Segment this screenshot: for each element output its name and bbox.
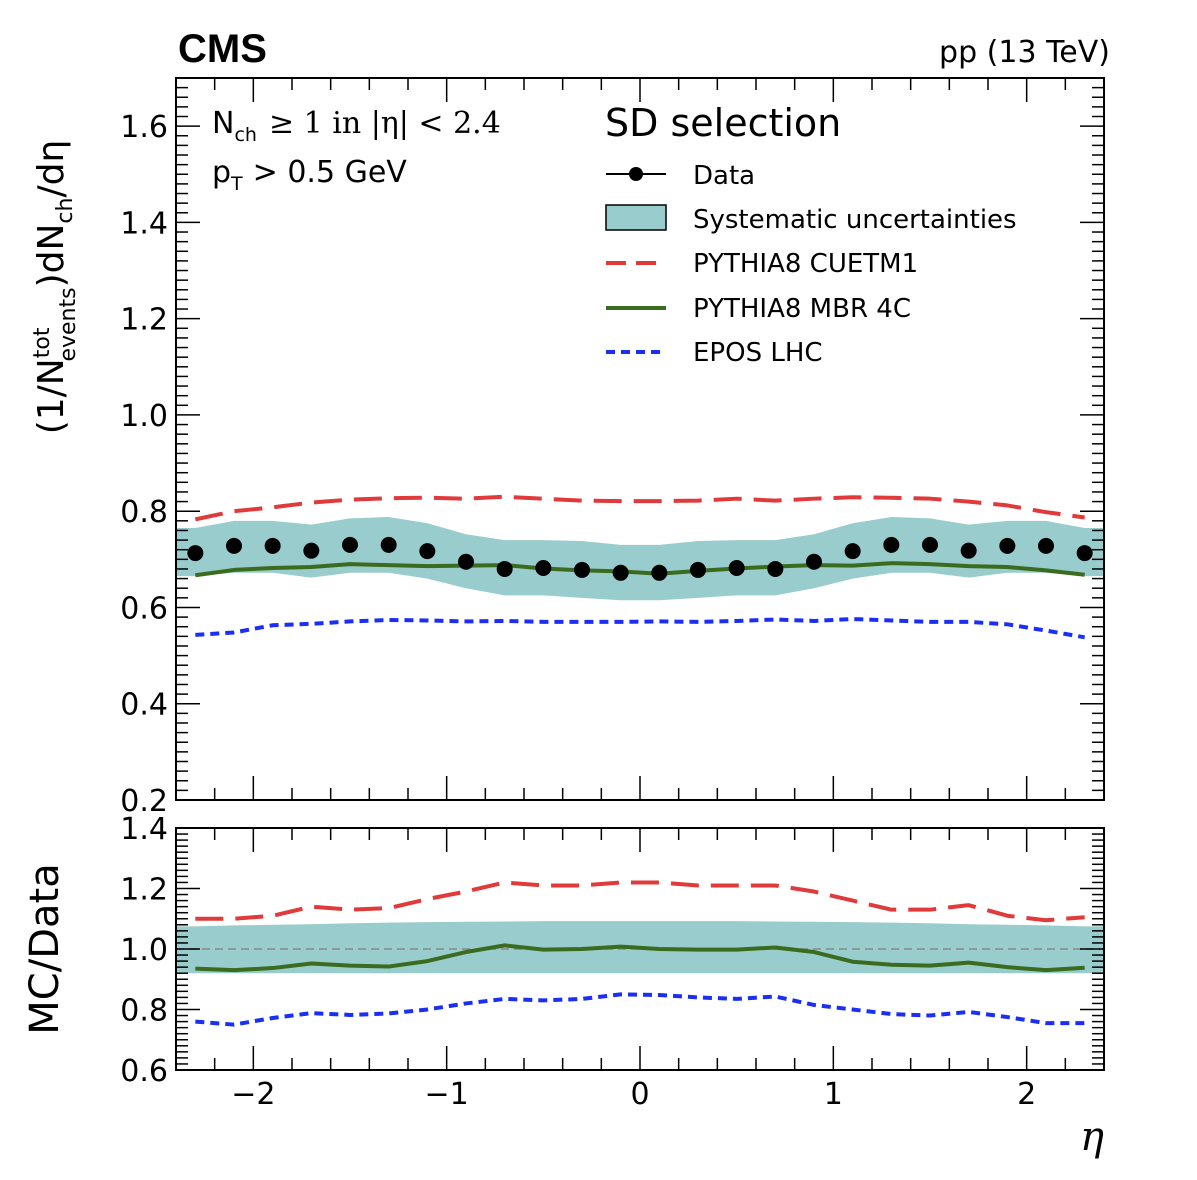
data-point xyxy=(535,559,552,576)
ylabel-main: (1/Ntotevents)dNch/dη xyxy=(30,140,81,435)
data-point xyxy=(922,536,938,553)
data-point xyxy=(187,545,204,562)
main-ytick-label: 0.4 xyxy=(120,688,168,723)
ylabel-main-prefix: (1/N xyxy=(31,358,72,434)
data-point xyxy=(999,537,1016,554)
data-point xyxy=(1076,545,1093,562)
legend-data-label: Data xyxy=(693,161,755,191)
ratio-ytick-label: 1.4 xyxy=(120,812,168,847)
data-point xyxy=(264,537,281,554)
main-ytick-label: 0.6 xyxy=(120,591,168,626)
annotation-nch-sub: ch xyxy=(234,124,257,146)
ylabel-main-sub: events xyxy=(56,287,81,361)
main-ytick-label: 0.8 xyxy=(120,495,168,530)
data-point xyxy=(651,564,668,581)
ylabel-main-tail: /dη xyxy=(31,140,72,198)
ylabel-ratio: MC/Data xyxy=(22,863,68,1034)
data-point xyxy=(690,561,706,578)
data-point xyxy=(419,543,436,560)
ratio-xtick-label: 1 xyxy=(824,1077,843,1112)
ratio-ytick-label: 1.0 xyxy=(120,933,168,968)
ratio-xtick-label: −2 xyxy=(231,1077,275,1112)
annotation-pt: pT > 0.5 GeV xyxy=(212,155,407,195)
data-point xyxy=(226,537,242,554)
annotation-pt-p: p xyxy=(212,155,231,190)
legend-syst-label: Systematic uncertainties xyxy=(693,205,1017,235)
energy-label: pp (13 TeV) xyxy=(939,35,1110,70)
ylabel-main-suffix: )dN xyxy=(31,224,72,288)
ratio-ytick-label: 0.6 xyxy=(120,1054,168,1089)
ratio-mc-curves xyxy=(195,880,1085,1027)
data-point xyxy=(342,536,358,553)
ratio-ytick-label: 1.2 xyxy=(120,873,168,908)
data-point xyxy=(574,561,590,578)
ylabel-main-sub2: ch xyxy=(53,198,78,224)
ratio-epos-curve xyxy=(195,992,1085,1027)
legend-epos-label: EPOS LHC xyxy=(693,338,823,368)
main-ytick-label: 0.2 xyxy=(120,784,168,819)
annotation-nch-n: N xyxy=(212,106,234,141)
main-epos-curve xyxy=(195,617,1086,640)
data-point xyxy=(496,560,513,577)
main-ytick-label: 1.2 xyxy=(120,303,168,338)
data-point xyxy=(458,553,474,570)
experiment-label: CMS xyxy=(178,27,267,71)
ratio-xtick-label: −1 xyxy=(425,1077,469,1112)
data-point xyxy=(844,543,861,560)
main-axes: 0.2 0.4 0.6 0.8 1.0 1.2 1.4 1.6 xyxy=(120,77,1105,819)
legend: SD selection Data Systematic uncertainti… xyxy=(605,101,1017,368)
main-mbr-curve xyxy=(195,561,1085,578)
legend-mbr-label: PYTHIA8 MBR 4C xyxy=(693,294,911,324)
ratio-xtick-label: 0 xyxy=(630,1077,649,1112)
data-point xyxy=(303,542,320,559)
ylabel-main-sup: tot xyxy=(30,327,55,358)
main-ytick-label: 1.6 xyxy=(120,110,168,145)
main-ytick-label: 1.0 xyxy=(120,399,168,434)
ratio-mbr-curve xyxy=(195,943,1085,973)
main-band-area xyxy=(176,516,1104,601)
legend-data-marker xyxy=(629,167,643,181)
ratio-ytick-label: 0.8 xyxy=(120,994,168,1029)
annotation-nch: Nch ≥ 1 in |η| < 2.4 xyxy=(212,106,501,146)
annotation-pt-sub: T xyxy=(230,173,243,195)
main-systematic-band xyxy=(176,516,1104,601)
legend-syst-swatch xyxy=(605,204,667,231)
ratio-xtick-label: 2 xyxy=(1017,1077,1036,1112)
data-point xyxy=(960,542,977,559)
main-cuetm1-curve xyxy=(194,494,1085,522)
xlabel: η xyxy=(1080,1114,1104,1160)
legend-title: SD selection xyxy=(605,101,841,145)
main-mc-curves xyxy=(194,494,1086,640)
ratio-cuetm1-curve xyxy=(195,880,1085,923)
data-point xyxy=(380,536,397,553)
data-point xyxy=(612,564,629,581)
data-point xyxy=(728,559,745,576)
ratio-axes: 0.6 0.8 1.0 1.2 1.4 −2 −1 0 1 2 xyxy=(120,812,1105,1112)
data-point xyxy=(883,536,900,553)
annotation-nch-cond: ≥ 1 in |η| < 2.4 xyxy=(269,106,501,141)
data-point xyxy=(806,553,822,570)
main-data-points xyxy=(187,536,1093,581)
data-point xyxy=(767,560,784,577)
main-ytick-label: 1.4 xyxy=(120,206,168,241)
annotation-pt-cond: > 0.5 GeV xyxy=(253,155,408,190)
data-point xyxy=(1038,537,1054,554)
legend-cuetm1-label: PYTHIA8 CUETM1 xyxy=(693,249,918,279)
